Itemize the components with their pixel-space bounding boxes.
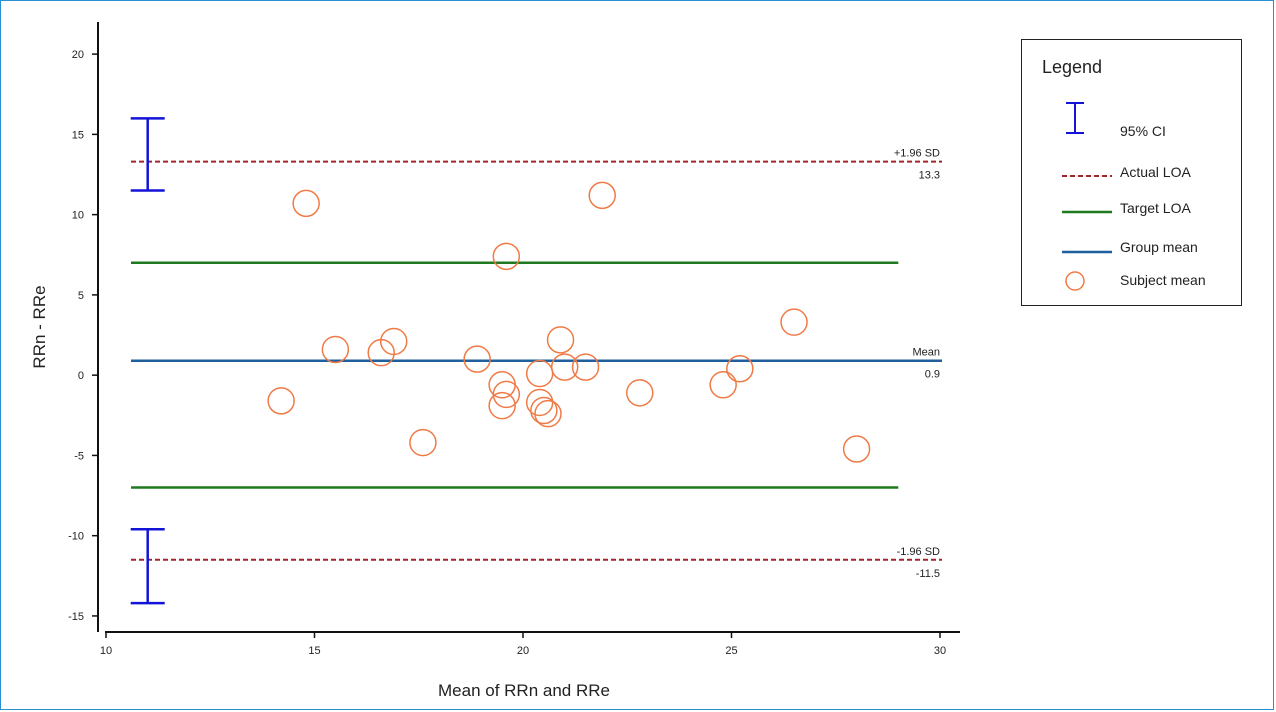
subject-point (709, 371, 737, 399)
legend-label-ci: 95% CI (1120, 123, 1166, 139)
x-tick-label: 25 (725, 645, 737, 657)
x-tick-label: 10 (100, 645, 112, 657)
legend-title: Legend (1042, 57, 1103, 77)
x-tick-label: 15 (308, 645, 320, 657)
subject-point (525, 359, 554, 388)
subject-point (571, 353, 600, 381)
subject-point (588, 181, 616, 210)
legend-label-subject-mean: Subject mean (1120, 272, 1206, 288)
y-tick-label: -10 (68, 531, 84, 543)
mean-value: 0.9 (925, 369, 940, 381)
legend-label-actual-loa: Actual LOA (1120, 164, 1191, 180)
y-tick-label: 5 (78, 290, 84, 302)
subject-point (492, 242, 521, 271)
subject-point (292, 189, 320, 218)
subject-point (321, 335, 350, 364)
legend-label-group-mean: Group mean (1120, 239, 1198, 255)
subject-point (780, 308, 808, 336)
subject-point (267, 387, 295, 415)
x-tick-label: 20 (517, 645, 529, 657)
y-ticks: -15 -10 -5 0 5 10 15 20 (68, 49, 98, 623)
y-axis-title: RRn - RRe (30, 285, 49, 368)
legend-item-target-loa: Target LOA (1022, 196, 1241, 222)
upper-loa-value: 13.3 (919, 170, 940, 182)
ci-lower-bar (130, 528, 165, 605)
y-tick-label: 10 (72, 210, 84, 222)
x-axis-title: Mean of RRn and RRe (438, 681, 610, 700)
subject-point (626, 379, 654, 407)
ci-bar-icon (1066, 102, 1084, 134)
y-tick-label: 20 (72, 49, 84, 61)
subject-point (492, 380, 521, 409)
subject-point (463, 345, 491, 373)
subject-point (546, 326, 575, 354)
subject-point (726, 354, 754, 383)
lower-loa-label: -1.96 SD (897, 546, 940, 558)
subject-point (525, 388, 554, 417)
legend-item-group-mean: Group mean (1022, 235, 1241, 261)
y-tick-label: -15 (68, 611, 84, 623)
subject-point (379, 327, 408, 356)
legend-item-subject-mean: Subject mean (1022, 268, 1241, 294)
x-ticks: 10 15 20 25 30 (100, 632, 946, 657)
plot-area (130, 117, 942, 605)
solid-green-line-icon (1062, 210, 1112, 214)
y-tick-label: 15 (72, 129, 84, 141)
y-tick-label: -5 (74, 450, 84, 462)
dashed-line-icon (1062, 175, 1112, 177)
subject-point (550, 353, 579, 381)
subject-point (488, 391, 516, 420)
subject-point (530, 396, 558, 425)
solid-blue-line-icon (1062, 250, 1112, 254)
legend-item-ci: 95% CI (1022, 102, 1241, 139)
subject-point (409, 428, 437, 457)
subject-point (534, 399, 562, 428)
ci-upper-bar (130, 117, 165, 192)
legend-label-target-loa: Target LOA (1120, 200, 1191, 216)
lower-loa-value: -11.5 (916, 568, 940, 580)
subject-point (842, 435, 871, 463)
circle-icon (1065, 271, 1085, 291)
x-tick-label: 30 (934, 645, 946, 657)
legend-item-actual-loa: Actual LOA (1022, 160, 1241, 186)
y-tick-label: 0 (78, 370, 84, 382)
upper-loa-label: +1.96 SD (894, 148, 940, 160)
legend-box: Legend 95% CI Actual LOA Target LOA Grou… (1021, 39, 1242, 306)
mean-label: Mean (912, 347, 940, 359)
